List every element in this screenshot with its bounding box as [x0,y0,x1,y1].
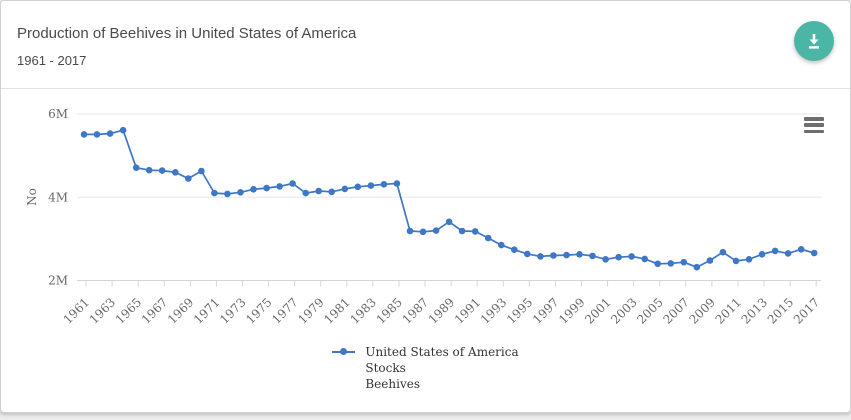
svg-text:1961: 1961 [61,295,92,326]
svg-text:1995: 1995 [504,295,535,326]
legend-series-marker-icon [332,345,356,358]
svg-text:2013: 2013 [739,295,770,326]
chart-area: 2M 4M 6M No 1961 1963 1965 1967 1969 1971 1973 1975… [1,89,850,411]
svg-text:1971: 1971 [191,295,222,326]
svg-text:1997: 1997 [530,295,561,326]
svg-text:2009: 2009 [687,295,718,326]
legend-label-line3: Beehives [365,377,420,391]
svg-text:1983: 1983 [347,295,378,326]
svg-text:1973: 1973 [217,295,248,326]
page-title: Production of Beehives in United States … [17,25,357,42]
svg-text:No: No [25,188,39,206]
svg-text:1967: 1967 [139,295,170,326]
svg-text:4M: 4M [48,190,68,204]
card-header: Production of Beehives in United States … [1,1,850,89]
svg-text:1977: 1977 [269,295,300,326]
svg-text:1999: 1999 [556,295,587,326]
svg-text:1989: 1989 [426,295,457,326]
svg-text:2017: 2017 [791,295,822,326]
legend-item[interactable]: United States of America Stocks Beehives [332,344,519,392]
svg-text:2005: 2005 [634,295,665,326]
svg-text:2M: 2M [48,274,68,288]
page-subtitle: 1961 - 2017 [17,53,87,68]
svg-text:1991: 1991 [452,295,483,326]
svg-text:1993: 1993 [478,295,509,326]
svg-text:1987: 1987 [400,295,431,326]
chart-legend: United States of America Stocks Beehives [1,344,850,392]
svg-text:1975: 1975 [243,295,274,326]
line-chart: 2M 4M 6M No 19611963196519671969197119731975… [25,107,822,327]
svg-text:2011: 2011 [713,295,744,326]
download-icon [805,32,823,50]
svg-text:1985: 1985 [374,295,405,326]
svg-text:1981: 1981 [321,295,352,326]
svg-text:1979: 1979 [295,295,326,326]
download-button[interactable] [794,21,834,61]
svg-text:6M: 6M [48,107,68,121]
legend-label-line2: Stocks [365,361,406,375]
svg-text:2007: 2007 [660,295,691,326]
legend-label-line1: United States of America [365,345,519,359]
svg-text:2001: 2001 [582,295,613,326]
svg-text:2003: 2003 [608,295,639,326]
svg-text:1969: 1969 [165,295,196,326]
chart-export-menu-icon[interactable] [804,117,824,133]
svg-text:1963: 1963 [87,295,118,326]
svg-text:1965: 1965 [113,295,144,326]
legend-label: United States of America Stocks Beehives [365,344,518,392]
svg-text:2015: 2015 [765,295,796,326]
